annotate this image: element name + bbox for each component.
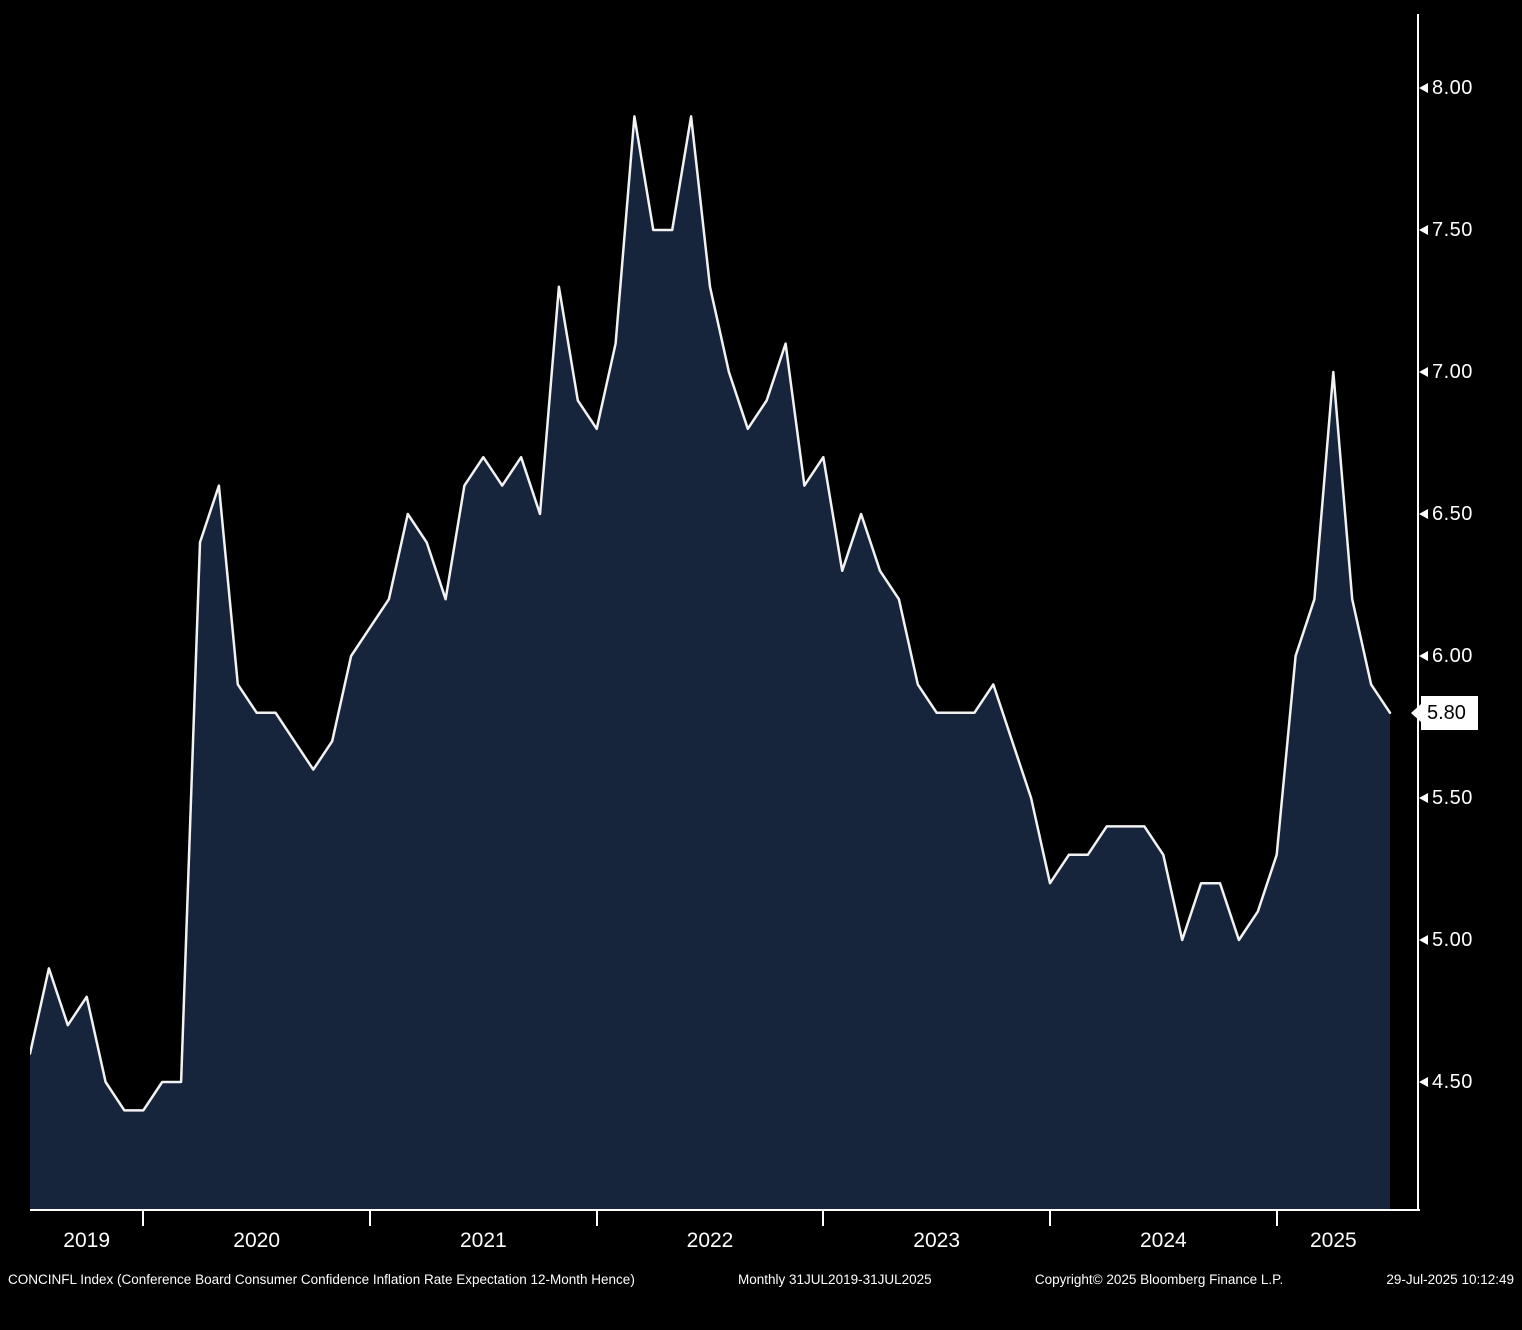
x-axis-tick [142,1209,145,1226]
x-axis-tick [1049,1209,1051,1226]
y-axis-tick-label: 6.00 [1432,645,1473,667]
footer-description: CONCINFL Index (Conference Board Consume… [8,1272,635,1287]
x-axis-tick [369,1209,371,1226]
y-tick-arrow-icon [1419,509,1428,519]
x-axis-tick [595,1209,598,1226]
footer-timestamp: 29-Jul-2025 10:12:49 [1386,1272,1514,1287]
y-axis-tick-label: 6.50 [1432,503,1473,525]
x-axis-tick [1275,1209,1278,1226]
status-bar: CONCINFL Index (Conference Board Consume… [8,1272,1514,1288]
y-tick-arrow-icon [1419,225,1428,235]
y-axis-tick-label: 5.50 [1432,787,1473,809]
x-axis-tick [822,1209,825,1226]
x-axis-year-label: 2021 [459,1229,507,1252]
y-axis-tick-label: 7.00 [1432,361,1473,383]
series-line [30,115,1392,1112]
y-tick-arrow-icon [1419,367,1428,377]
area-chart[interactable] [30,14,1418,1210]
y-tick-arrow-icon [1419,83,1428,93]
last-price-badge: 5.80 [1411,695,1478,730]
x-axis-year-label: 2024 [1139,1229,1187,1252]
footer-periodicity: Monthly 31JUL2019-31JUL2025 [738,1272,932,1287]
area-fill [30,116,1390,1210]
y-axis-tick-label: 7.50 [1432,219,1473,241]
x-axis-year-label: 2022 [686,1229,734,1252]
y-axis-line [1417,14,1419,1211]
y-tick-arrow-icon [1419,935,1428,945]
y-axis-tick-label: 5.00 [1432,929,1473,951]
y-tick-arrow-icon [1419,793,1428,803]
y-axis-tick-label: 8.00 [1432,77,1473,99]
last-price-value: 5.80 [1427,701,1466,724]
footer-copyright: Copyright© 2025 Bloomberg Finance L.P. [1034,1272,1284,1287]
x-axis-year-label: 2020 [233,1229,281,1252]
x-axis-year-label: 2019 [63,1229,111,1252]
x-axis-year-label: 2023 [913,1229,961,1252]
y-tick-arrow-icon [1419,1077,1428,1087]
x-axis-year-label: 2025 [1309,1229,1357,1252]
chart-plot-area[interactable] [30,14,1418,1210]
x-axis-line [30,1209,1420,1211]
y-axis-tick-label: 4.50 [1432,1071,1473,1093]
badge-notch-icon [1411,703,1421,722]
y-tick-arrow-icon [1419,651,1428,661]
